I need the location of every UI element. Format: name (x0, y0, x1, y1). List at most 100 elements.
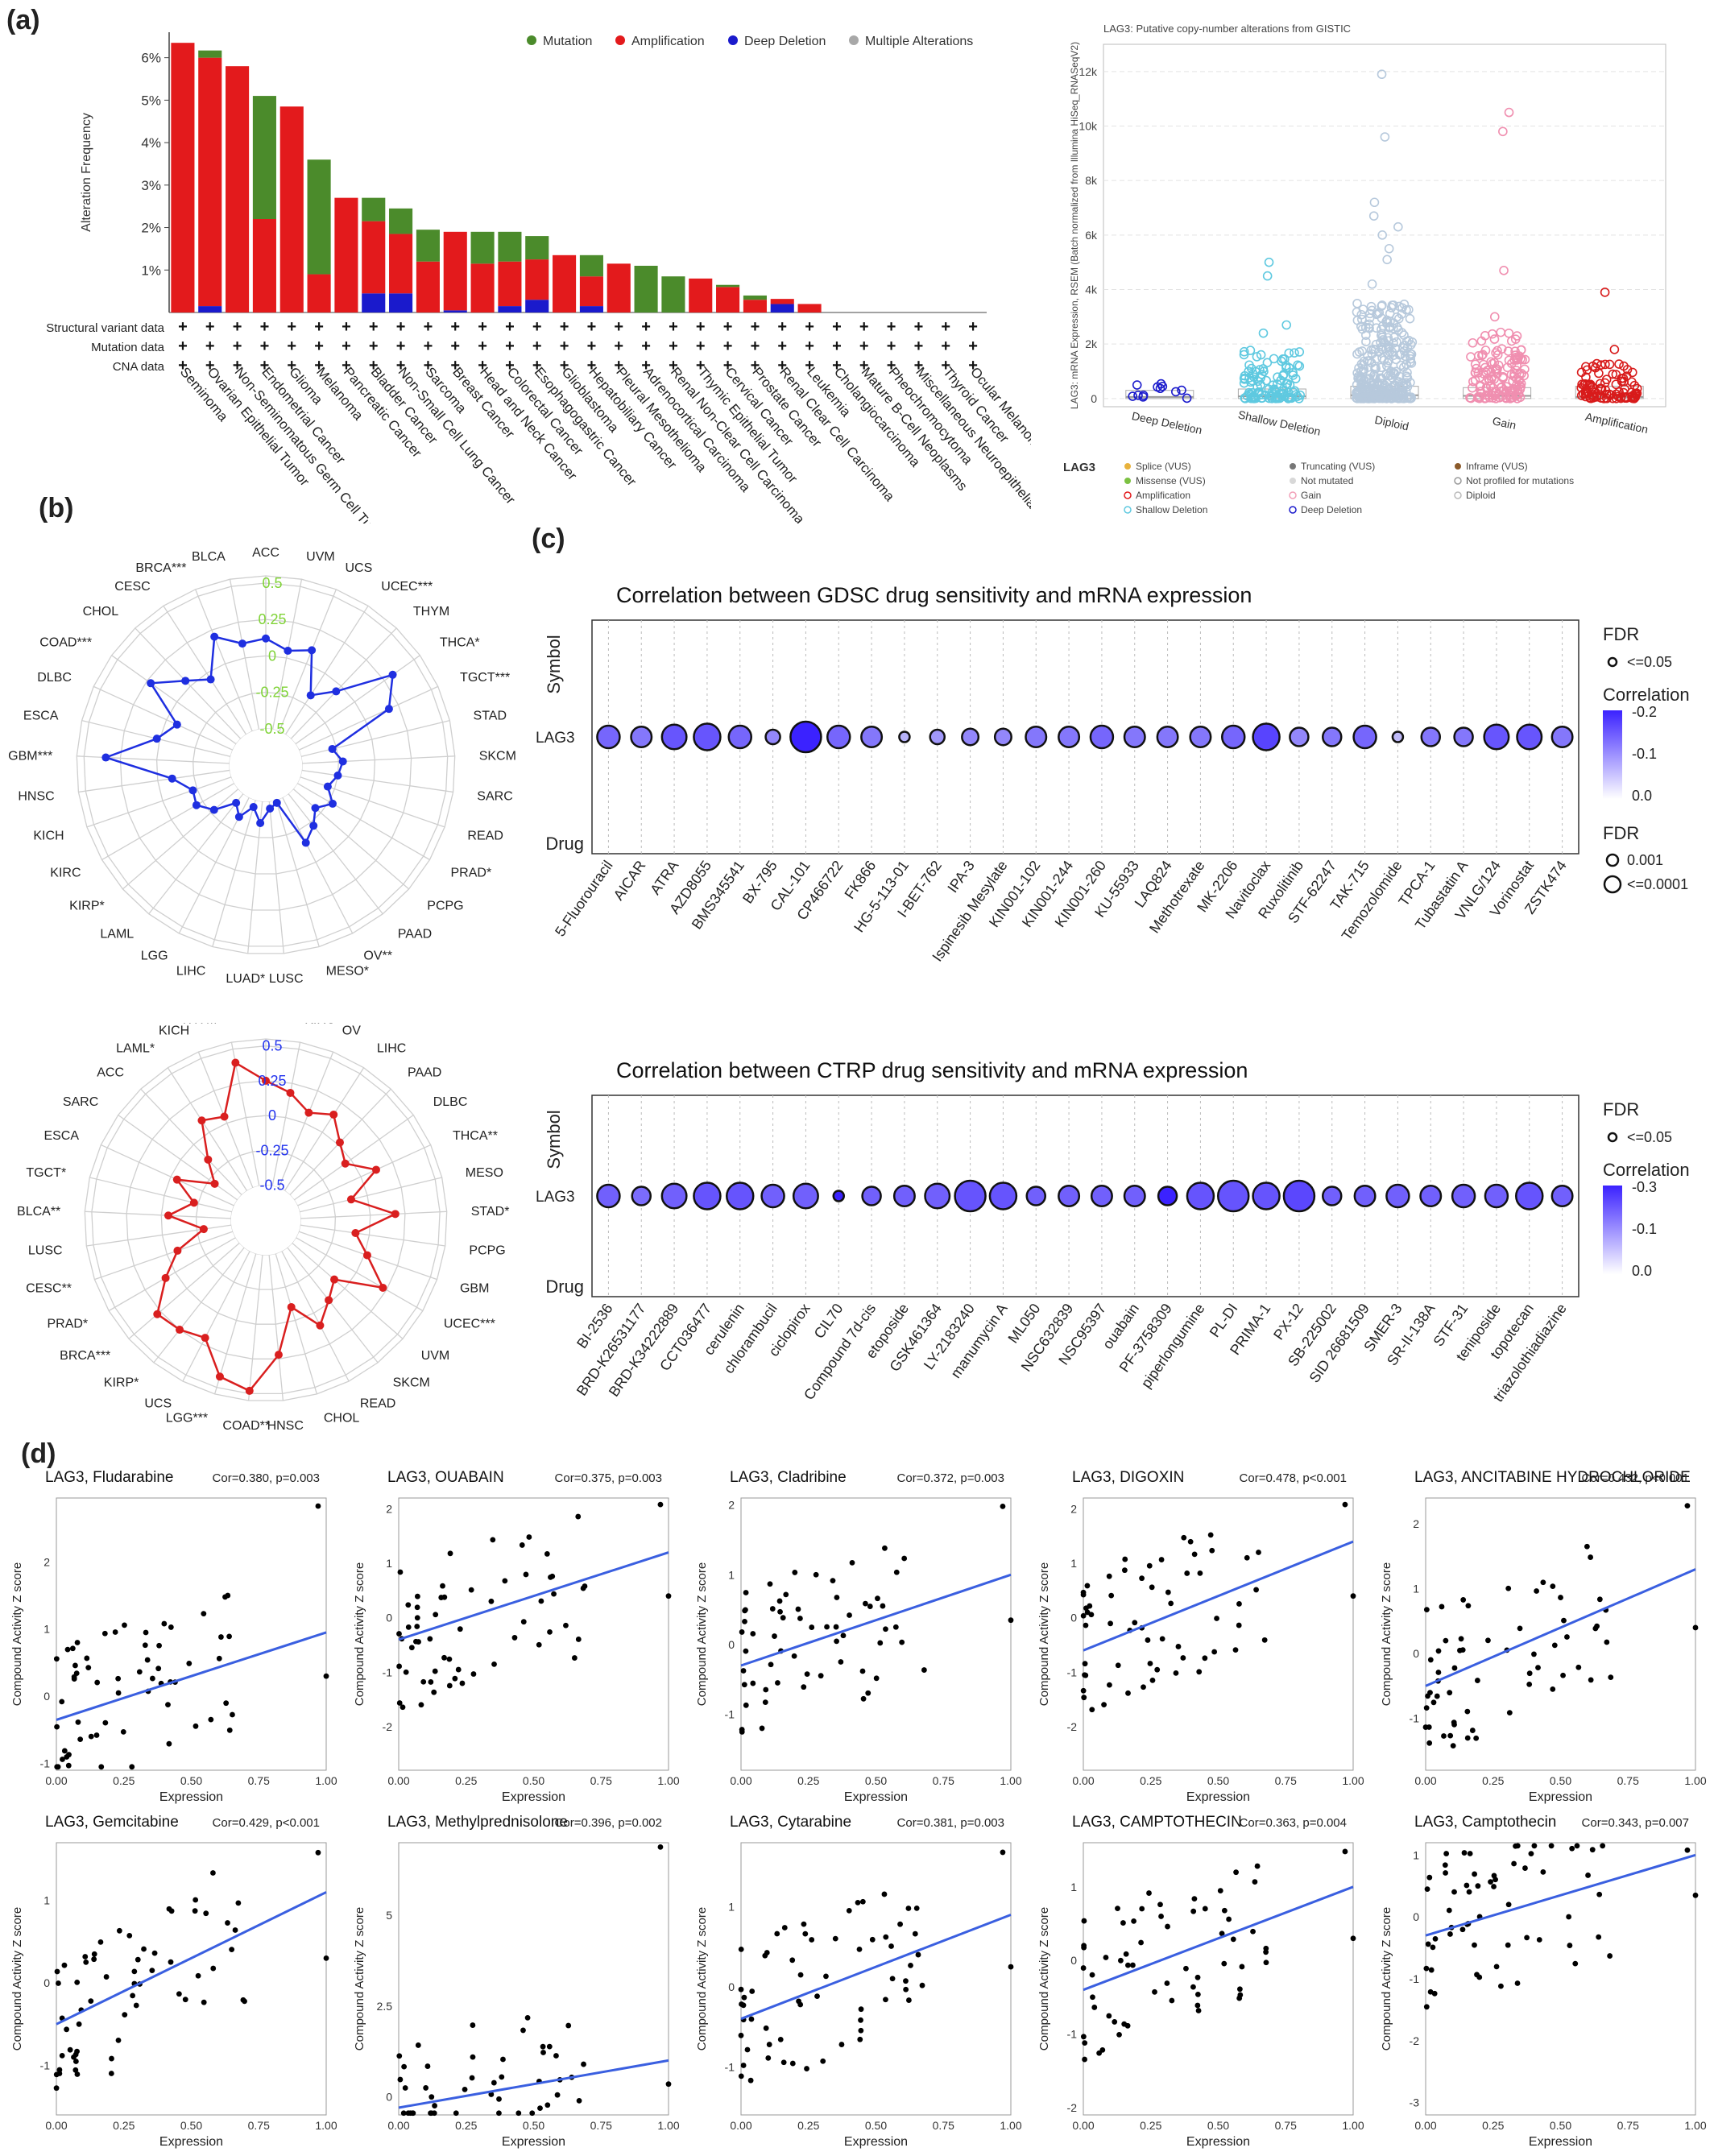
row-marker: + (233, 318, 242, 336)
scatter-point (1588, 1554, 1594, 1560)
scatter-point (1430, 1944, 1436, 1951)
scatter-point (1692, 1624, 1699, 1631)
scatter-point (1596, 1891, 1603, 1897)
outlier-point (1498, 126, 1508, 137)
scatter-point (323, 1955, 329, 1961)
radar-spoke (292, 1242, 404, 1339)
bubble (988, 1181, 1018, 1210)
data-point (1399, 299, 1410, 309)
scatter-point (1082, 1672, 1087, 1678)
outlier-point (1258, 328, 1269, 338)
scatter-point (1197, 1570, 1203, 1576)
scatter-point (1498, 1983, 1504, 1989)
scatter-point (546, 2043, 553, 2050)
data-point (1480, 330, 1490, 341)
radar-spoke (101, 783, 235, 861)
scatter-point (1585, 1873, 1591, 1878)
category-label: Deep Deletion (1131, 409, 1203, 437)
scatter-point (893, 1569, 900, 1575)
scatter-point (901, 1555, 908, 1562)
scatter-frame (56, 1842, 327, 2116)
drug-label: PL-DI (1207, 1301, 1241, 1340)
data-point (1375, 393, 1385, 403)
regression-line (398, 2059, 669, 2109)
y-tick-label: 1 (728, 1568, 735, 1581)
x-tick-label: 1.00 (315, 1774, 337, 1787)
row-marker: + (450, 337, 460, 355)
scatter-point (143, 1629, 149, 1636)
radar-point (335, 1138, 344, 1147)
radar-category-label: LGG (141, 950, 168, 963)
data-point (1516, 345, 1526, 355)
plot-frame (591, 1095, 1579, 1297)
scatter-point (1168, 1600, 1174, 1607)
bar-segment-amplification (334, 197, 358, 312)
scatter-point (414, 1593, 420, 1599)
data-point (1361, 337, 1371, 346)
radar-point (172, 1175, 181, 1184)
radar-spoke (301, 769, 453, 793)
x-tick-label: 1.00 (315, 2119, 337, 2132)
scatter-point (1252, 1879, 1258, 1885)
scatter-point (855, 1899, 861, 1906)
scatter-point (1000, 1849, 1006, 1856)
scatter-point (56, 1980, 61, 1986)
radar-category-label: BRCA*** (60, 1349, 110, 1363)
data-point (1290, 348, 1299, 358)
scatter-point (1531, 1843, 1538, 1849)
x-tick-label: 0.50 (523, 1774, 544, 1787)
radar-category-label: MESO* (326, 964, 369, 978)
data-point (1245, 346, 1256, 355)
radar-point (384, 705, 393, 714)
scatter-point (859, 1668, 866, 1674)
bubble (1322, 726, 1343, 747)
scatter-point (1080, 1687, 1087, 1694)
row-marker: + (287, 357, 296, 375)
scatter-point (218, 1634, 224, 1640)
data-point (1481, 383, 1492, 393)
scatter-point (750, 1680, 756, 1686)
scatter-point (1149, 1677, 1156, 1683)
scatter-point (126, 1932, 133, 1939)
scatter-point (1263, 1959, 1269, 1966)
scatter-point (1425, 1941, 1431, 1947)
radar-spoke (108, 1237, 236, 1312)
radar-ring (193, 691, 339, 838)
scatter-point (438, 1595, 445, 1600)
scatter-point (774, 1930, 780, 1937)
row-marker: + (424, 357, 433, 375)
scatter-point (1451, 1665, 1458, 1671)
radar-category-label: UCEC*** (444, 1318, 495, 1331)
scatter-point (789, 1957, 796, 1964)
bar-segment-deep-deletion (579, 306, 603, 312)
scatter-point (1226, 1916, 1232, 1922)
bubble (1089, 724, 1115, 750)
radar-category-label: COAD** (222, 1419, 270, 1433)
bubble (993, 727, 1012, 747)
y-tick-label: 12k (1078, 65, 1098, 78)
legend-swatch (1454, 491, 1462, 499)
data-point (1269, 384, 1279, 395)
x-tick-label: 0.25 (455, 1774, 477, 1787)
row-marker: + (968, 318, 978, 336)
radar-point (256, 818, 265, 827)
row-marker: + (532, 357, 542, 375)
y-axis-label: Compound Activity Z score (1037, 1907, 1051, 2050)
y-tick-label: 0 (386, 1612, 392, 1624)
scatter-point (765, 2055, 772, 2061)
scatter-point (750, 1631, 756, 1637)
bubble (1516, 723, 1543, 751)
scatter-point (1000, 1504, 1006, 1509)
y-tick-label: 5% (141, 93, 161, 108)
scatter-point (540, 2050, 546, 2055)
scatter-point (538, 1598, 544, 1604)
scatter-point (1158, 1557, 1165, 1562)
radar-point (323, 782, 332, 791)
scatter-point (1550, 1583, 1556, 1590)
bubble (1156, 726, 1179, 748)
radar-category-label: KICH (159, 1024, 189, 1037)
x-tick-label: 0.75 (1275, 1774, 1297, 1787)
scatter-point (225, 1920, 230, 1926)
scatter-point (432, 2103, 437, 2108)
scatter-point (818, 1673, 824, 1679)
